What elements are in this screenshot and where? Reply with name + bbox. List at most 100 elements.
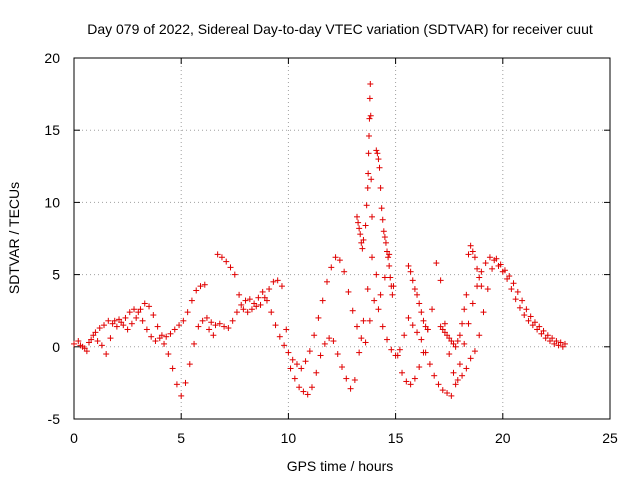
data-point (163, 333, 170, 340)
data-point (409, 277, 416, 284)
data-point (411, 375, 418, 382)
data-point (456, 361, 463, 368)
data-point (274, 277, 281, 284)
data-point (508, 286, 515, 293)
data-points (71, 80, 568, 399)
data-point (366, 317, 373, 324)
data-point (105, 317, 112, 324)
data-point (341, 268, 348, 275)
data-point (229, 317, 236, 324)
data-point (384, 336, 391, 343)
data-point (435, 381, 442, 388)
data-point (233, 309, 240, 316)
data-point (452, 381, 459, 388)
y-axis-label: SDTVAR / TECUs (6, 182, 22, 294)
data-point (259, 288, 266, 295)
data-point (81, 345, 88, 352)
data-point (467, 242, 474, 249)
data-point (446, 351, 453, 358)
data-point (304, 391, 311, 398)
data-point (291, 375, 298, 382)
x-tick-label: 15 (388, 430, 404, 446)
data-point (208, 319, 215, 326)
data-point (381, 274, 388, 281)
data-point (365, 170, 372, 177)
data-point (225, 325, 232, 332)
data-point (240, 306, 247, 313)
data-point (345, 288, 352, 295)
y-tick-label: -5 (48, 411, 61, 427)
grid-layer (74, 58, 610, 419)
data-point (308, 384, 315, 391)
data-point (357, 231, 364, 238)
data-point (454, 338, 461, 345)
data-point (276, 333, 283, 340)
data-point (266, 286, 273, 293)
data-point (478, 268, 485, 275)
data-point (101, 322, 108, 329)
data-point (536, 323, 543, 330)
data-point (420, 317, 427, 324)
tick-layer: 0 5 10 15 20 25 -5 0 5 10 15 20 (44, 50, 618, 446)
data-point (328, 264, 335, 271)
data-point (366, 115, 373, 122)
data-point (193, 287, 200, 294)
data-point (557, 339, 564, 346)
data-point (191, 340, 198, 347)
x-tick-label: 25 (602, 430, 618, 446)
data-point (379, 323, 386, 330)
data-point (544, 332, 551, 339)
data-point (176, 322, 183, 329)
data-point (431, 372, 438, 379)
data-point (489, 265, 496, 272)
data-point (459, 320, 466, 327)
data-point (133, 314, 140, 321)
data-point (448, 392, 455, 399)
data-point (439, 387, 446, 394)
data-point (313, 369, 320, 376)
data-point (94, 338, 101, 345)
data-point (283, 326, 290, 333)
data-point (173, 381, 180, 388)
data-point (366, 95, 373, 102)
data-point (561, 340, 568, 347)
data-point (358, 335, 365, 342)
data-point (382, 239, 389, 246)
data-point (137, 306, 144, 313)
data-point (399, 369, 406, 376)
data-point (506, 273, 513, 280)
data-point (444, 390, 451, 397)
data-point (381, 234, 388, 241)
plot-frame (73, 57, 611, 420)
x-tick-label: 5 (177, 430, 185, 446)
data-point (238, 301, 245, 308)
data-point (223, 258, 230, 265)
data-point (188, 297, 195, 304)
data-point (362, 222, 369, 229)
data-point (332, 254, 339, 261)
data-point (321, 340, 328, 347)
data-point (519, 297, 526, 304)
data-point (169, 365, 176, 372)
data-point (203, 314, 210, 321)
data-point (367, 112, 374, 119)
data-point (253, 303, 260, 310)
data-point (373, 271, 380, 278)
data-point (360, 317, 367, 324)
data-point (268, 309, 275, 316)
data-point (368, 176, 375, 183)
data-point (387, 274, 394, 281)
data-point (86, 339, 93, 346)
data-point (418, 309, 425, 316)
data-point (356, 225, 363, 232)
data-point (394, 352, 401, 359)
data-point (124, 326, 131, 333)
data-point (376, 164, 383, 171)
data-point (378, 205, 385, 212)
data-point (501, 267, 508, 274)
data-point (257, 301, 264, 308)
data-point (510, 280, 517, 287)
data-point (347, 385, 354, 392)
data-point (171, 326, 178, 333)
